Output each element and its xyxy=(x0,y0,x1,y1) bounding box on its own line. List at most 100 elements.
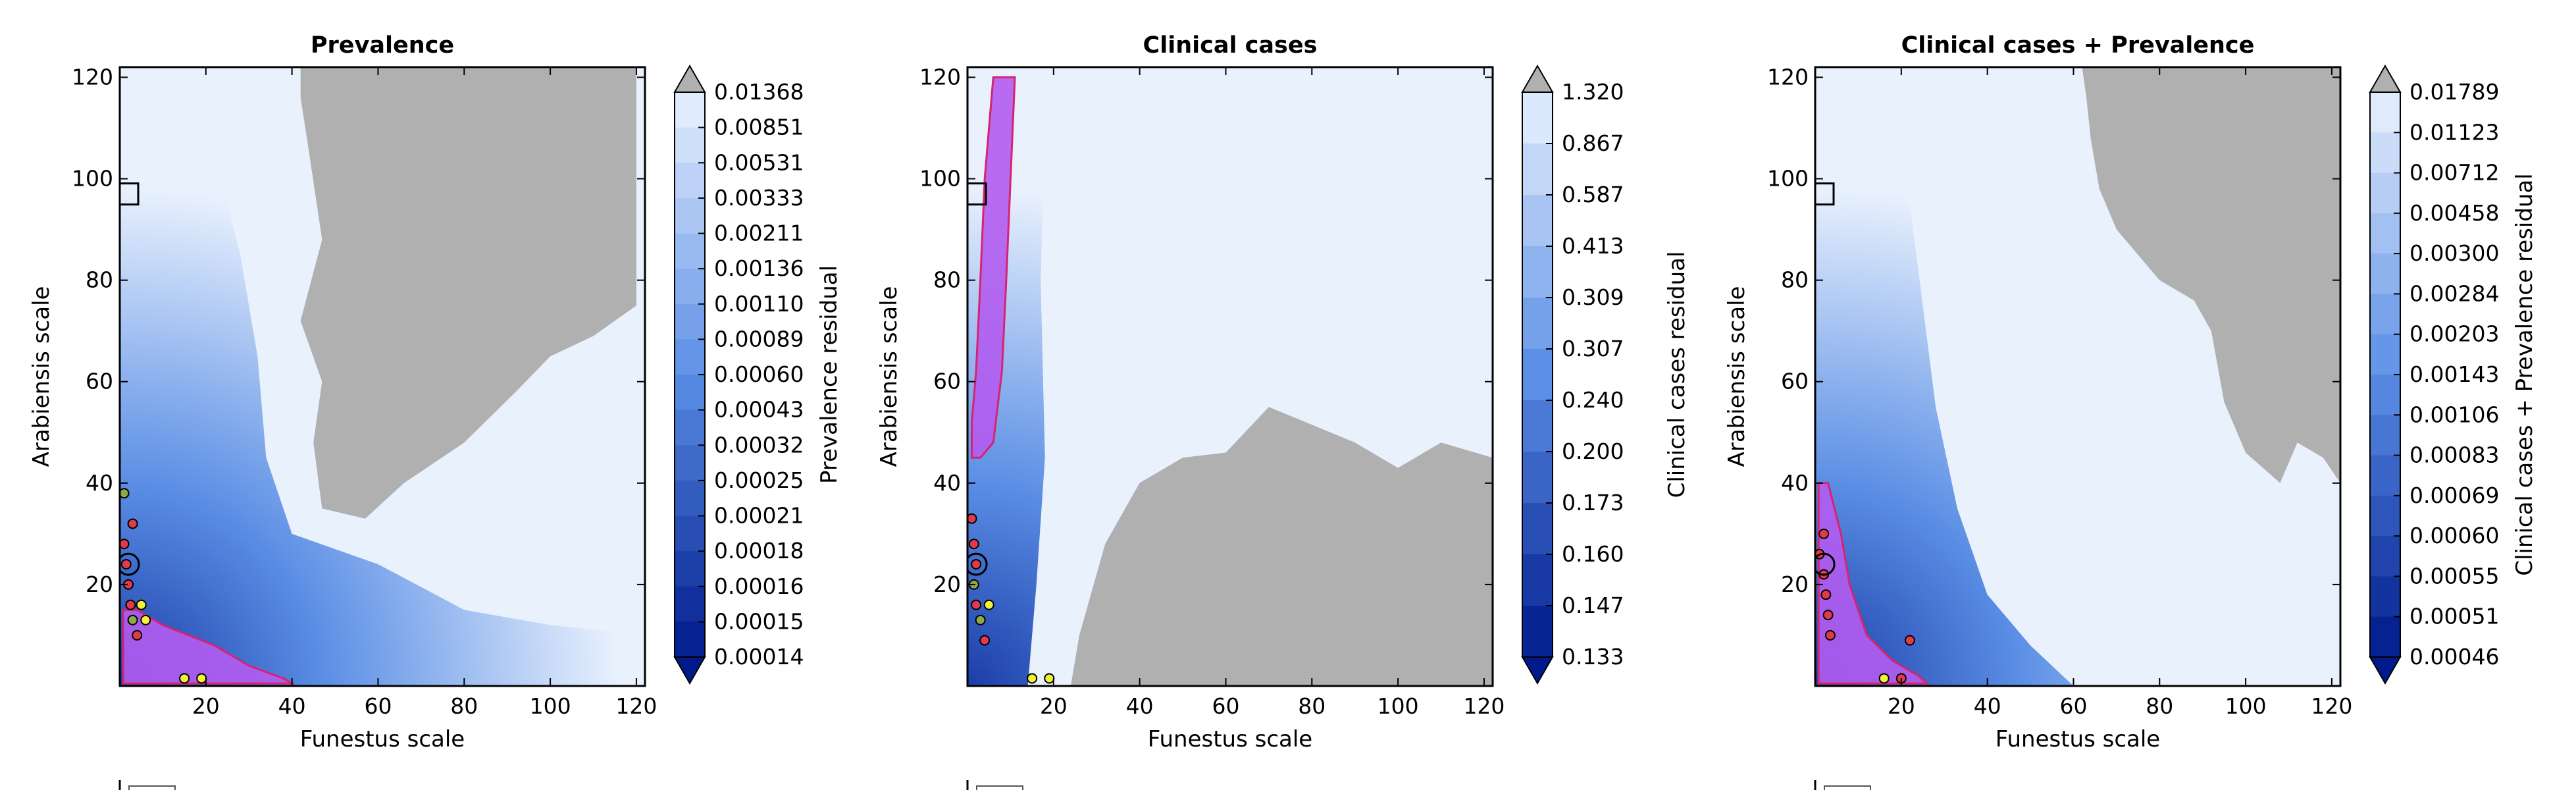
colorbar-tick-label: 0.00055 xyxy=(2409,563,2499,589)
colorbar-tick-label: 0.00211 xyxy=(714,221,804,246)
y-axis-label: Arabiensis scale xyxy=(876,286,902,467)
masked-region xyxy=(300,67,636,519)
marker-point xyxy=(120,488,130,499)
colorbar-tick-label: 0.00032 xyxy=(714,432,804,458)
y-tick-label: 100 xyxy=(1767,166,1809,192)
marker-point xyxy=(983,599,994,610)
marker-point xyxy=(1820,589,1832,600)
colorbar-tick-label: 0.147 xyxy=(1562,592,1624,618)
colorbar-segment xyxy=(2370,415,2400,456)
axes-frame xyxy=(966,66,1494,687)
x-tick-label: 20 xyxy=(1040,693,1068,719)
colorbar-under-arrow xyxy=(2369,656,2402,685)
colorbar-segment xyxy=(675,339,705,375)
low-residual-band xyxy=(197,67,645,635)
colorbar-tick-label: 0.587 xyxy=(1562,182,1624,207)
colorbar-segment xyxy=(675,409,705,446)
colorbar-tick-label: 0.00089 xyxy=(714,326,804,352)
colorbar-segment xyxy=(1522,298,1553,350)
colorbar-tick-label: 0.309 xyxy=(1562,284,1624,310)
marker-point xyxy=(196,673,207,684)
colorbar-segment xyxy=(675,375,705,411)
y-axis-label: Arabiensis scale xyxy=(28,286,55,467)
colorbar-tick-label: 0.867 xyxy=(1562,130,1624,156)
marker-point xyxy=(120,539,130,550)
y-tick-label: 40 xyxy=(933,470,961,496)
marker-point xyxy=(1818,528,1830,539)
colorbar-segment xyxy=(1522,195,1553,247)
y-axis-label: Arabiensis scale xyxy=(1724,286,1750,467)
colorbar-segment xyxy=(2370,253,2400,294)
colorbar-tick-label: 0.00060 xyxy=(714,361,804,387)
colorbar-tick-label: 0.00083 xyxy=(2409,442,2499,468)
x-axis-label: Funestus scale xyxy=(1996,726,2160,752)
panel-3: 20 40 60 80 100 120 20 40 60 80 100 120 Clinical cas… xyxy=(1724,32,2538,790)
colorbar-segment xyxy=(675,269,705,305)
marker-point xyxy=(1824,629,1836,641)
x-tick-label: 20 xyxy=(192,693,220,719)
x-tick-label: 60 xyxy=(1212,693,1239,719)
colorbar-tick-label: 0.133 xyxy=(1562,644,1624,670)
masked-region xyxy=(1071,407,1493,686)
colorbar-tick-label: 0.00143 xyxy=(2409,361,2499,387)
x-tick-label: 20 xyxy=(1888,693,1915,719)
colorbar-segment xyxy=(675,445,705,481)
colorbar-segment xyxy=(675,551,705,587)
colorbar-tick-label: 0.00018 xyxy=(714,538,804,564)
colorbar-segment xyxy=(675,198,705,234)
colorbar-segment xyxy=(675,92,705,128)
marker-point xyxy=(968,539,979,550)
colorbar-tick-label: 0.160 xyxy=(1562,541,1624,567)
colorbar-tick-label: 0.00203 xyxy=(2409,321,2499,347)
marker-point xyxy=(125,599,136,610)
colorbar-tick-label: 0.00300 xyxy=(2409,240,2499,266)
marker-point xyxy=(967,513,977,524)
colorbar-segment xyxy=(2370,172,2400,214)
x-tick-label: 40 xyxy=(1126,693,1154,719)
best-fit-ring xyxy=(1815,552,1836,576)
y-tick-label: 20 xyxy=(1781,571,1809,597)
low-residual-band xyxy=(1027,67,1493,686)
best-fit-region xyxy=(971,76,1016,459)
marker-point xyxy=(1822,610,1834,621)
y-tick-label: 120 xyxy=(919,64,961,90)
marker-point xyxy=(127,614,138,625)
colorbar-segment xyxy=(2370,495,2400,537)
x-tick-label: 120 xyxy=(615,693,657,719)
x-tick-label: 120 xyxy=(1463,693,1505,719)
colorbar-tick-label: 0.00051 xyxy=(2409,604,2499,629)
colorbar-segment xyxy=(1522,554,1553,606)
colorbar-segment xyxy=(2370,92,2400,133)
panel-title: Prevalence xyxy=(311,32,454,59)
plot-area xyxy=(120,67,645,686)
colorbar: 0.01368 0.00851 0.00531 0.00333 0.00211 0.001… xyxy=(673,64,842,685)
marker-point xyxy=(1878,673,1890,684)
masked-region xyxy=(2082,67,2340,483)
y-tick-label: 100 xyxy=(72,166,113,192)
marker-point xyxy=(132,629,143,641)
colorbar-tick-label: 1.320 xyxy=(1562,79,1624,105)
legend-swatch xyxy=(976,785,1023,790)
x-axis-label: Funestus scale xyxy=(300,726,465,752)
x-tick-label: 80 xyxy=(2146,693,2173,719)
colorbar-tick-label: 0.00060 xyxy=(2409,523,2499,548)
panel-2: 20 40 60 80 100 120 20 40 60 80 100 120 Clinical cas… xyxy=(876,32,1690,790)
colorbar-tick-label: 0.00043 xyxy=(714,397,804,423)
colorbar-segment xyxy=(1522,92,1553,144)
panel-title: Clinical cases xyxy=(1143,32,1318,59)
colorbar-over-arrow xyxy=(1521,64,1554,93)
best-fit-ring xyxy=(967,552,988,576)
x-axis-label: Funestus scale xyxy=(1148,726,1312,752)
colorbar-under-arrow xyxy=(1521,656,1554,685)
y-tick-label: 20 xyxy=(86,571,113,597)
colorbar-tick-label: 0.200 xyxy=(1562,438,1624,464)
legend-swatch xyxy=(1824,785,1871,790)
colorbar-segment xyxy=(675,163,705,199)
low-residual-band xyxy=(1884,67,2340,686)
y-tick-label: 60 xyxy=(1781,369,1809,394)
colorbar-tick-label: 0.01368 xyxy=(714,79,804,105)
x-tick-label: 80 xyxy=(450,693,478,719)
colorbar-segment xyxy=(1522,503,1553,555)
colorbar-tick-label: 0.00531 xyxy=(714,149,804,175)
x-tick-label: 100 xyxy=(530,693,571,719)
